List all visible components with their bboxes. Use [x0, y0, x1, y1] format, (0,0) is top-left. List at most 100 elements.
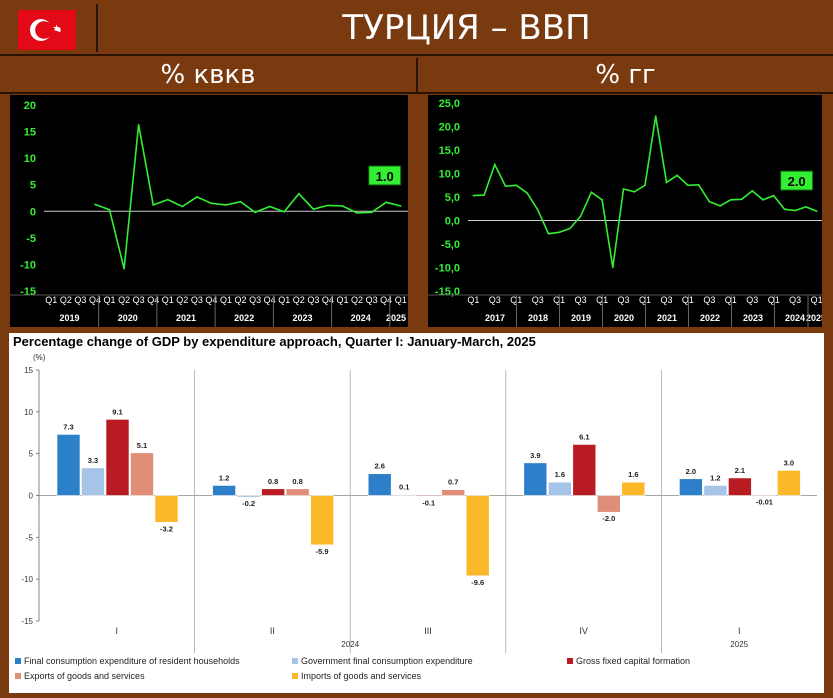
- bar: [261, 488, 285, 496]
- data-point: [751, 190, 754, 192]
- bar: [441, 489, 466, 496]
- data-point: [569, 227, 571, 230]
- bar: [392, 494, 417, 496]
- year-label: 2019: [571, 313, 591, 323]
- y-tick-label: 10: [24, 408, 33, 417]
- quarter-label: Q4: [89, 295, 101, 305]
- bar: [523, 462, 548, 496]
- y-tick-label: -15: [20, 286, 36, 298]
- bar-value-label: 3.9: [530, 451, 540, 460]
- bar-value-label: -0.1: [422, 498, 435, 507]
- bar-value-label: -9.6: [471, 578, 484, 587]
- data-point: [794, 209, 796, 212]
- data-point: [515, 184, 518, 187]
- data-point: [644, 184, 646, 187]
- gdp-chart-title: Percentage change of GDP by expenditure …: [13, 334, 536, 349]
- quarter-label: Q4: [322, 295, 334, 305]
- turkey-flag-icon: [18, 10, 76, 50]
- bar-value-label: 5.1: [137, 441, 147, 450]
- y-tick-label: 20,0: [439, 122, 460, 134]
- bar-value-label: 6.1: [579, 432, 589, 441]
- data-point: [504, 185, 507, 187]
- series-line: [473, 116, 817, 268]
- bar-value-label: 7.3: [63, 422, 73, 431]
- y-tick-label: -10: [21, 575, 33, 584]
- bar: [621, 481, 646, 496]
- year-label: 2022: [234, 313, 254, 323]
- quarter-label: Q1: [278, 295, 290, 305]
- quarter-label: Q1: [220, 295, 232, 305]
- quarter-label: Q3: [703, 295, 715, 305]
- year-label: 2017: [485, 313, 505, 323]
- y-tick-label: 25,0: [439, 98, 460, 110]
- flag-box: [8, 4, 98, 52]
- bar-value-label: 0.8: [292, 477, 302, 486]
- data-point: [805, 206, 807, 208]
- page-title: ТУРЦИЯ – ВВП: [342, 8, 591, 48]
- data-point: [697, 183, 700, 186]
- year-label: 2023: [743, 313, 763, 323]
- quarter-label: Q3: [746, 295, 758, 305]
- data-point: [772, 194, 775, 197]
- data-point: [687, 184, 689, 187]
- bar: [547, 481, 572, 496]
- data-point: [356, 212, 358, 214]
- y-tick-label: 15: [24, 127, 36, 139]
- bar: [728, 477, 752, 496]
- bar: [752, 495, 777, 497]
- year-label: 2025: [806, 313, 822, 323]
- bar: [212, 485, 236, 496]
- quarter-label: Q1: [467, 295, 479, 305]
- quarter-label: Q2: [293, 295, 305, 305]
- quarter-label: Q4: [264, 295, 276, 305]
- bar-value-label: 3.0: [784, 458, 794, 467]
- bar: [596, 495, 621, 513]
- data-point: [526, 191, 528, 194]
- bar-value-label: -0.2: [242, 499, 255, 508]
- last-value-callout-label: 2.0: [788, 174, 806, 189]
- data-point: [254, 211, 256, 214]
- data-point: [152, 204, 154, 206]
- quarter-label: Q3: [191, 295, 203, 305]
- bar: [777, 470, 801, 496]
- quarter-label: Q3: [307, 295, 319, 305]
- data-point: [633, 191, 636, 193]
- data-point: [312, 208, 315, 210]
- group-label: II: [270, 626, 275, 636]
- y-tick-label: -10,0: [435, 263, 460, 275]
- bar: [703, 485, 728, 496]
- quarter-label: Q2: [118, 295, 130, 305]
- y-tick-label: -10: [20, 259, 36, 271]
- y-tick-label: -5,0: [441, 239, 460, 251]
- yoy-subtitle: % гг: [418, 58, 833, 94]
- quarter-label: Q2: [60, 295, 72, 305]
- legend-label: Exports of goods and services: [24, 671, 145, 681]
- legend-label: Gross fixed capital formation: [576, 656, 690, 666]
- data-point: [815, 210, 818, 212]
- quarter-label: Q4: [147, 295, 159, 305]
- bar-value-label: -3.2: [160, 524, 173, 533]
- data-point: [385, 201, 387, 204]
- data-point: [558, 231, 560, 234]
- bar-value-label: -2.0: [602, 514, 615, 523]
- quarter-label: Q3: [532, 295, 544, 305]
- year-label: 2025: [386, 313, 406, 323]
- data-point: [579, 215, 582, 218]
- y-tick-label: 0: [29, 492, 34, 501]
- bar: [154, 495, 179, 523]
- data-point: [370, 211, 373, 214]
- bar: [285, 488, 310, 496]
- year-label: 2023: [292, 313, 312, 323]
- y-tick-label: -15: [21, 617, 33, 626]
- bar: [105, 419, 130, 496]
- qoq-chart: 20 15 10 5 0 -5 -10 -15 1.0 Q1 Q2 Q3 Q4 Q1 Q2 Q3 Q4 Q1 Q2 Q…: [10, 95, 408, 327]
- yoy-chart: 25,0 20,0 15,0 10,0 5,0 0,0 -5,0 -10,0 -15,0 2.0 Q…: [428, 95, 826, 327]
- data-point: [654, 115, 657, 117]
- legend-swatch: [15, 658, 21, 664]
- quarter-label: Q4: [205, 295, 217, 305]
- quarter-label: Q3: [74, 295, 86, 305]
- quarter-label: Q3: [618, 295, 630, 305]
- data-point: [327, 204, 329, 207]
- data-point: [399, 205, 402, 207]
